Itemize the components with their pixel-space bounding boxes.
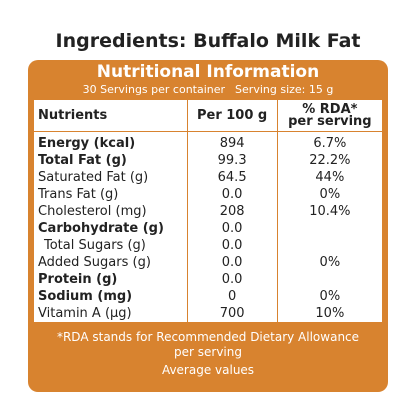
per-100g: 64.5: [186, 169, 278, 186]
column-header-line: per serving: [288, 113, 372, 129]
nutrient-row: Trans Fat (g) 0.0 0%: [34, 186, 382, 203]
per-100g: 0.0: [186, 186, 278, 203]
rda-percent: 10.4%: [276, 203, 382, 220]
per-100g: 0: [186, 288, 278, 305]
nutrient-row: Saturated Fat (g) 64.5 44%: [34, 169, 382, 186]
servings: 30 Servings per container: [82, 83, 226, 96]
column-header: % RDA* per serving: [276, 100, 382, 132]
nutrition-panel: Nutritional Information 30 Servings per …: [28, 60, 388, 392]
per-100g: 0.0: [186, 271, 278, 288]
panel-title: Nutritional Information: [96, 62, 320, 82]
per-100g: 0.0: [186, 254, 278, 271]
column-header: Per 100 g: [186, 100, 278, 132]
nutrient-name: Trans Fat (g): [38, 186, 119, 202]
nutrient-row: Protein (g) 0.0: [34, 271, 382, 288]
nutrient-name: Saturated Fat (g): [38, 169, 149, 185]
rda-percent: 22.2%: [276, 152, 382, 169]
nutrient-row: Energy (kcal) 894 6.7%: [34, 131, 382, 152]
column-header-line: % RDA*: [302, 101, 358, 117]
rda-percent: [276, 271, 382, 288]
header-row: Nutrients Per 100 g % RDA* per serving: [34, 100, 382, 132]
per-100g: 208: [186, 203, 278, 220]
column-header: Nutrients: [34, 100, 188, 132]
rda-percent: 10%: [276, 305, 382, 322]
nutrient-name: Vitamin A (µg): [38, 305, 132, 321]
per-100g: 0.0: [186, 237, 278, 254]
title: Ingredients: Buffalo Milk Fat: [55, 30, 361, 52]
nutrient-row: Sodium (mg) 0 0%: [34, 288, 382, 305]
rda-percent: 6.7%: [276, 131, 382, 152]
footnote: *RDA stands for Recommended Dietary Allo…: [56, 330, 360, 344]
rda-percent: [276, 220, 382, 237]
per-100g: 0.0: [186, 220, 278, 237]
panel-subtitle: 30 Servings per container Serving size: 1…: [28, 83, 388, 96]
nutrient-name: Protein (g): [38, 271, 118, 287]
nutrient-row: Added Sugars (g) 0.0 0%: [34, 254, 382, 271]
per-100g: 894: [186, 131, 278, 152]
nutrient-name: Energy (kcal): [38, 135, 136, 151]
nutrient-row: Carbohydrate (g) 0.0: [34, 220, 382, 237]
per-100g: 700: [186, 305, 278, 322]
footnote: per serving: [174, 345, 242, 359]
nutrition-table: Nutrients Per 100 g % RDA* per serving En…: [34, 100, 382, 322]
nutrient-name: Added Sugars (g): [38, 254, 151, 270]
nutrient-row: Cholesterol (mg) 208 10.4%: [34, 203, 382, 220]
nutrient-row: Vitamin A (µg) 700 10%: [34, 305, 382, 322]
rda-percent: 44%: [276, 169, 382, 186]
nutrient-name: Total Fat (g): [38, 152, 127, 168]
footer: *RDA stands for Recommended Dietary Allo…: [28, 330, 388, 378]
nutrient-name: Sodium (mg): [38, 288, 133, 304]
per-100g: 99.3: [186, 152, 278, 169]
average-note: Average values: [161, 363, 255, 377]
rda-percent: 0%: [276, 186, 382, 203]
nutrient-name: Total Sugars (g): [44, 237, 146, 253]
nutrient-row: Total Sugars (g) 0.0: [34, 237, 382, 254]
serving-size: Serving size: 15 g: [235, 83, 334, 96]
nutrient-name: Cholesterol (mg): [38, 203, 147, 219]
rda-percent: 0%: [276, 288, 382, 305]
rda-percent: 0%: [276, 254, 382, 271]
nutrient-name: Carbohydrate (g): [38, 220, 164, 236]
rda-percent: [276, 237, 382, 254]
nutrient-row: Total Fat (g) 99.3 22.2%: [34, 152, 382, 169]
